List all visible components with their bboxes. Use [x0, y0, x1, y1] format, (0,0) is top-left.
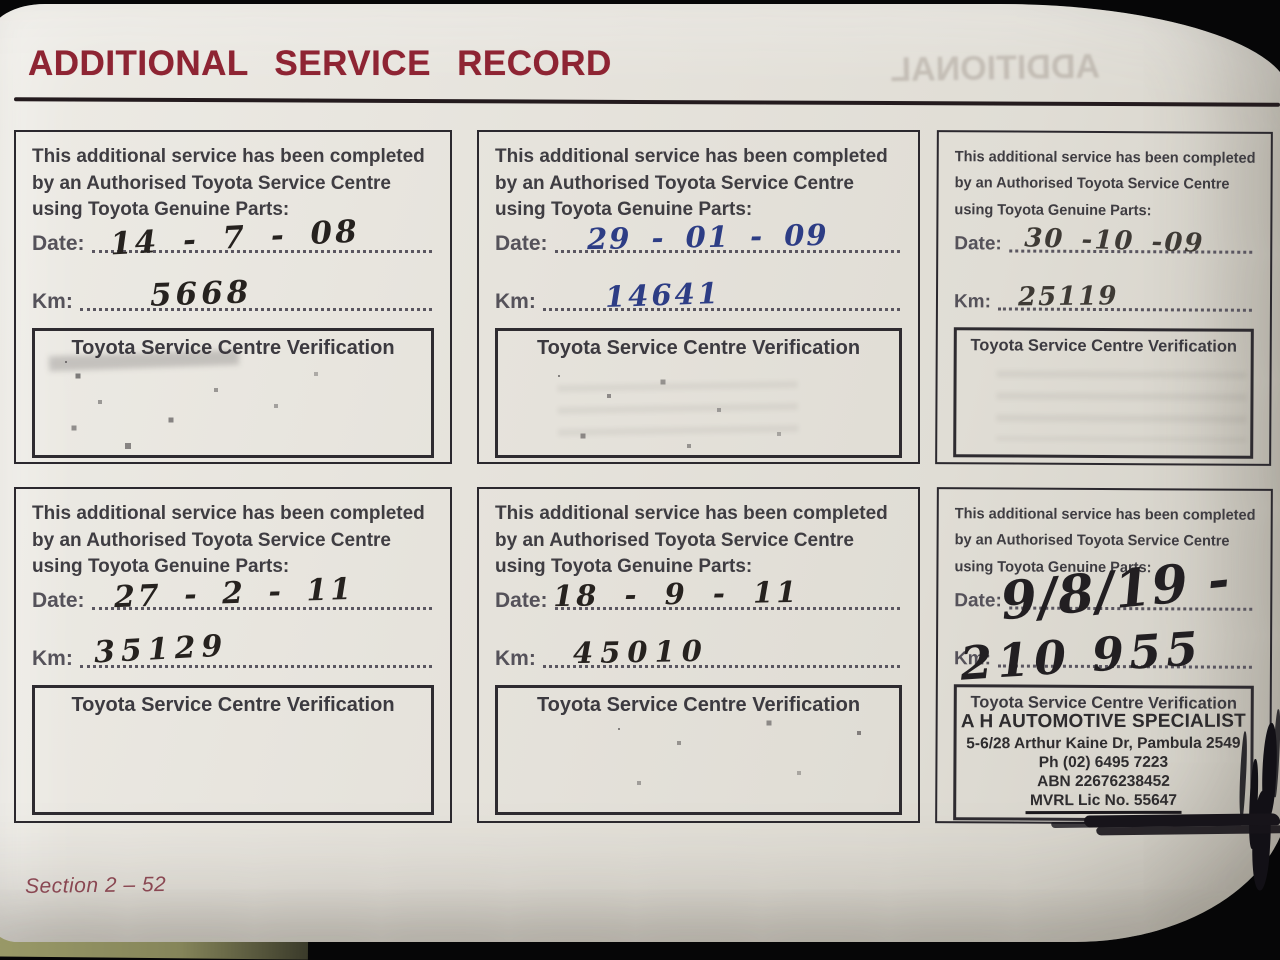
- stamp-business-name: A H AUTOMOTIVE SPECIALIST: [960, 710, 1246, 732]
- service-record-box-6: This additional service has been complet…: [935, 487, 1280, 828]
- km-label: Km:: [495, 646, 536, 670]
- statement-text: This additional service has been complet…: [32, 501, 434, 581]
- statement-line: This additional service has been complet…: [32, 503, 425, 524]
- statement-text: This additional service has been complet…: [954, 144, 1256, 224]
- date-field: Date: 30 -10 -09: [954, 222, 1254, 259]
- dotted-line: [79, 664, 432, 668]
- km-label: Km:: [32, 646, 73, 670]
- date-field: Date: 14 - 7 - 08: [32, 213, 434, 262]
- service-record-box-4: This additional service has been complet…: [14, 487, 452, 823]
- statement-text: This additional service has been complet…: [495, 144, 902, 224]
- bleed-through-smudge: [996, 370, 1247, 442]
- title-divider-rule: [13, 97, 1280, 107]
- ink-specks: [558, 374, 560, 377]
- date-field: Date: 18 - 9 - 11: [495, 575, 902, 613]
- handwritten-km: 210 955: [958, 620, 1205, 691]
- handwritten-date: 30 -10 -09: [1023, 222, 1205, 259]
- stamp-phone: Ph (02) 6495 7223: [1038, 753, 1169, 771]
- date-label: Date:: [495, 231, 548, 255]
- statement-line: This additional service has been complet…: [32, 146, 425, 167]
- km-field: Km: 210 955: [953, 621, 1254, 690]
- dotted-line: [1008, 606, 1253, 611]
- km-field: Km: 45010: [495, 634, 902, 671]
- section-page-number: Section 2 – 52: [24, 873, 167, 898]
- date-label: Date:: [32, 231, 85, 255]
- dotted-line: [554, 249, 900, 253]
- logbook-page: [0, 4, 1280, 942]
- ink-blotch-stem: [1259, 722, 1280, 819]
- stamp-abn: ABN 22676238452: [1037, 772, 1170, 790]
- statement-line: by an Authorised Toyota Service Centre: [954, 531, 1230, 550]
- verification-box: Toyota Service Centre Verification: [32, 327, 434, 458]
- date-label: Date:: [495, 588, 548, 612]
- date-label: Date:: [32, 588, 85, 612]
- km-field: Km: 14641: [495, 276, 902, 314]
- dotted-line: [79, 307, 432, 311]
- verification-box: Toyota Service Centre Verification: [32, 684, 434, 815]
- stamp-licence: MVRL Lic No. 55647: [1025, 790, 1182, 815]
- statement-line: using Toyota Genuine Parts:: [32, 199, 290, 221]
- date-label: Date:: [954, 589, 1002, 612]
- statement-line: This additional service has been complet…: [495, 146, 888, 167]
- verification-box: Toyota Service Centre Verification: [495, 684, 902, 815]
- service-record-box-3: This additional service has been complet…: [935, 130, 1273, 466]
- dotted-line: [542, 307, 900, 311]
- dotted-line: [554, 606, 900, 610]
- statement-line: This additional service has been complet…: [954, 505, 1256, 524]
- stamp-address: 5-6/28 Arthur Kaine Dr, Pambula 2549: [966, 734, 1241, 752]
- km-label: Km:: [32, 289, 73, 313]
- verification-label: Toyota Service Centre Verification: [71, 693, 395, 716]
- verification-box: Toyota Service Centre Verification: [953, 326, 1254, 459]
- statement-line: by an Authorised Toyota Service Centre: [954, 174, 1230, 193]
- service-record-box-1: This additional service has been complet…: [14, 130, 452, 464]
- dotted-line: [1008, 249, 1253, 254]
- dotted-line: [997, 307, 1252, 312]
- dotted-line: [997, 664, 1252, 669]
- statement-line: using Toyota Genuine Parts:: [954, 557, 1152, 576]
- km-field: Km: 25119: [953, 281, 1254, 315]
- service-record-box-5: This additional service has been complet…: [477, 487, 920, 823]
- km-field: Km: 35129: [32, 628, 434, 671]
- bleed-through-smudge: [557, 380, 799, 449]
- statement-line: by an Authorised Toyota Service Centre: [495, 172, 854, 194]
- ink-blotch-smear: [1084, 812, 1280, 828]
- km-label: Km:: [953, 290, 991, 313]
- statement-text: This additional service has been complet…: [32, 144, 434, 224]
- dotted-line: [91, 606, 432, 610]
- statement-text: This additional service has been complet…: [495, 501, 902, 581]
- verification-box: Toyota Service Centre Verification A H A…: [953, 683, 1280, 828]
- statement-line: using Toyota Genuine Parts:: [495, 556, 753, 578]
- verification-label: Toyota Service Centre Verification: [71, 336, 395, 359]
- verification-label: Toyota Service Centre Verification: [970, 336, 1238, 356]
- statement-line: by an Authorised Toyota Service Centre: [32, 529, 391, 551]
- dotted-line: [542, 664, 900, 668]
- statement-line: This additional service has been complet…: [495, 503, 888, 524]
- km-label: Km:: [953, 647, 991, 670]
- ink-specks: [618, 727, 620, 730]
- date-field: Date: 29 - 01 - 09: [495, 218, 902, 256]
- km-field: Km: 5668: [32, 274, 434, 314]
- km-label: Km:: [495, 289, 536, 313]
- verification-label: Toyota Service Centre Verification: [536, 336, 861, 359]
- statement-line: using Toyota Genuine Parts:: [495, 199, 753, 221]
- date-field: Date: 27 - 2 - 11: [32, 572, 434, 615]
- dotted-line: [91, 249, 432, 253]
- workshop-stamp: A H AUTOMOTIVE SPECIALIST 5-6/28 Arthur …: [956, 709, 1250, 815]
- date-label: Date:: [954, 232, 1002, 255]
- statement-line: This additional service has been complet…: [954, 148, 1256, 167]
- service-record-box-2: This additional service has been complet…: [477, 130, 920, 464]
- statement-line: by an Authorised Toyota Service Centre: [495, 529, 854, 551]
- date-field: Date: 9/8/19 -: [954, 549, 1254, 632]
- bleed-through-title: ADDITIONAL: [889, 47, 1101, 90]
- verification-label: Toyota Service Centre Verification: [536, 693, 861, 716]
- statement-line: by an Authorised Toyota Service Centre: [32, 172, 391, 194]
- ink-specks: [65, 360, 67, 363]
- statement-line: using Toyota Genuine Parts:: [32, 556, 290, 578]
- statement-line: using Toyota Genuine Parts:: [954, 200, 1152, 219]
- page-title: ADDITIONAL SERVICE RECORD: [28, 44, 612, 83]
- statement-text: This additional service has been complet…: [954, 501, 1256, 581]
- verification-box: Toyota Service Centre Verification: [495, 327, 902, 458]
